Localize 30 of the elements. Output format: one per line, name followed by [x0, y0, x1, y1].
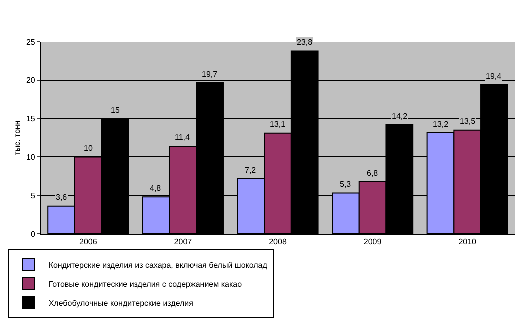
y-tick-label: 20 — [26, 76, 36, 86]
x-tick-label: 2008 — [269, 238, 288, 247]
x-tick-label: 2010 — [458, 238, 478, 247]
x-tick-label: 2007 — [174, 238, 193, 247]
data-label: 13,2 — [433, 120, 450, 129]
y-tick-label: 10 — [26, 153, 36, 162]
data-label: 11,4 — [175, 133, 191, 142]
y-tick-label: 25 — [26, 38, 36, 47]
legend-label: Хлебобулочные кондитерские изделия — [48, 298, 194, 308]
y-tick-label: 15 — [26, 114, 36, 124]
data-label: 6,8 — [367, 169, 379, 178]
data-label: 14,2 — [392, 112, 408, 121]
data-label: 13,5 — [460, 117, 476, 126]
data-label: 15 — [111, 106, 120, 115]
y-axis-title: тыс. тонн — [13, 120, 22, 156]
y-tick-label: 5 — [30, 191, 36, 200]
data-label: 19,4 — [486, 72, 502, 81]
x-tick-label: 2009 — [364, 238, 382, 247]
data-label: 5,3 — [340, 180, 352, 189]
data-label: 13,1 — [270, 120, 286, 129]
data-label: 10 — [84, 144, 94, 153]
data-label: 23,8 — [297, 38, 314, 47]
data-label: 3,6 — [56, 193, 68, 202]
legend-label: Кондитерские изделия из сахара, включая белый шоколад — [48, 260, 268, 270]
x-tick-label: 2006 — [80, 238, 98, 247]
data-label: 7,2 — [245, 166, 257, 175]
data-label: 4,8 — [150, 184, 162, 193]
data-label: 19,7 — [202, 70, 218, 79]
legend-label: Готовые кондитеские изделия с содержанием какао — [48, 280, 243, 289]
y-tick-label: 0 — [30, 230, 36, 239]
